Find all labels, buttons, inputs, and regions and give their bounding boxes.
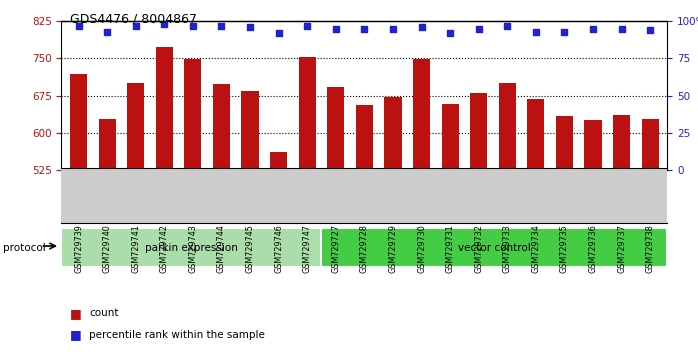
Point [158, 21, 170, 27]
Bar [184, 59, 202, 170]
Point [416, 24, 427, 30]
Point [588, 26, 599, 32]
Bar [442, 104, 459, 170]
Point [130, 23, 141, 29]
Bar [470, 93, 487, 170]
Bar [356, 104, 373, 170]
Point [216, 23, 227, 29]
Point [445, 30, 456, 36]
Text: ■: ■ [70, 328, 82, 341]
Bar [327, 87, 344, 170]
Point [102, 29, 113, 34]
Text: ■: ■ [70, 307, 82, 320]
Point [530, 29, 542, 34]
Point [187, 23, 198, 29]
Bar [156, 47, 173, 170]
Bar [498, 83, 516, 170]
Bar [70, 74, 87, 170]
Bar [242, 91, 259, 170]
Point [387, 26, 399, 32]
Bar [213, 84, 230, 170]
Point [273, 30, 284, 36]
Bar [299, 57, 315, 170]
Text: protocol: protocol [3, 243, 46, 253]
Point [244, 24, 255, 30]
Bar [385, 97, 401, 170]
Point [616, 26, 627, 32]
Bar [613, 115, 630, 170]
Point [644, 27, 655, 33]
Bar [270, 152, 287, 170]
Text: vector control: vector control [458, 243, 530, 253]
Bar [98, 119, 116, 170]
Point [73, 23, 84, 29]
Point [559, 29, 570, 34]
Bar [61, 228, 321, 267]
Point [330, 26, 341, 32]
Text: percentile rank within the sample: percentile rank within the sample [89, 330, 265, 339]
Text: GDS4476 / 8004867: GDS4476 / 8004867 [70, 12, 197, 25]
Bar [584, 120, 602, 170]
Bar [127, 83, 144, 170]
Bar [321, 228, 667, 267]
Point [359, 26, 370, 32]
Text: count: count [89, 308, 119, 318]
Bar [641, 119, 659, 170]
Text: parkin expression: parkin expression [144, 243, 238, 253]
Bar [413, 59, 430, 170]
Point [302, 23, 313, 29]
Bar [556, 116, 573, 170]
Bar [527, 98, 544, 170]
Point [473, 26, 484, 32]
Point [502, 23, 513, 29]
